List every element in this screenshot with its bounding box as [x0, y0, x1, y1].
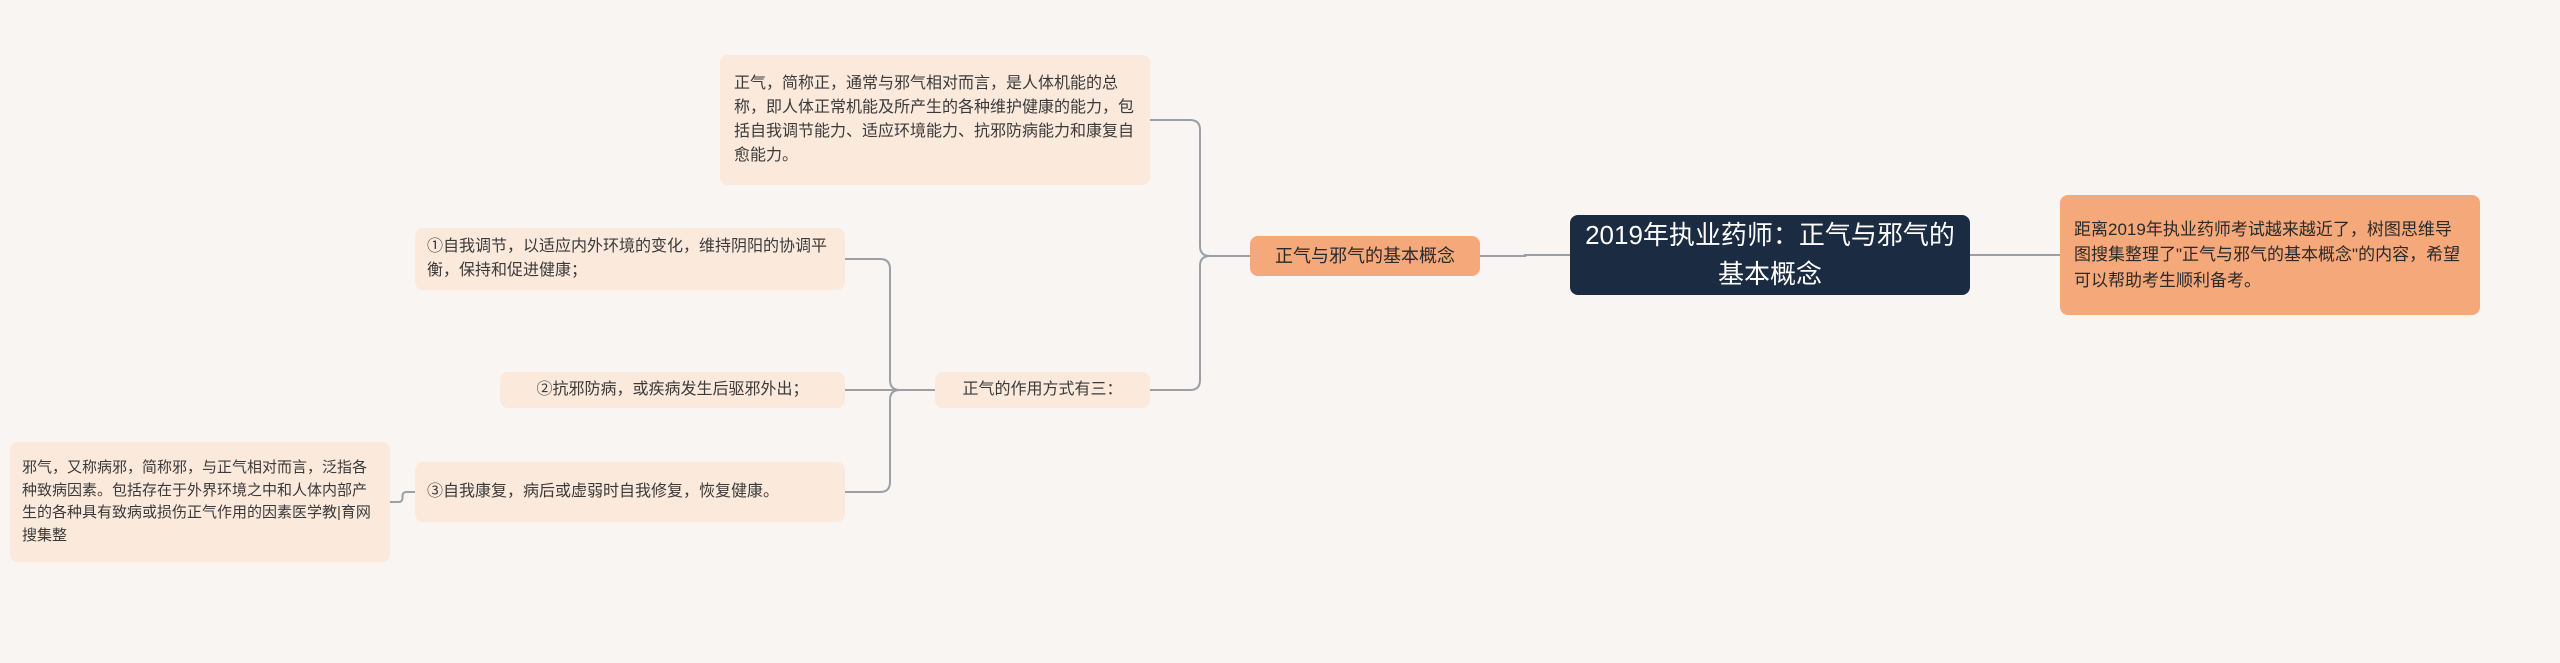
node-modes_hub: 正气的作用方式有三： [935, 372, 1150, 408]
edge-mode3-to-def_xieqi [390, 492, 415, 502]
edge-concept_hub-to-def_zhengqi [1150, 120, 1250, 256]
edge-modes_hub-to-mode1 [845, 259, 935, 390]
node-right_note: 距离2019年执业药师考试越来越近了，树图思维导图搜集整理了"正气与邪气的基本概… [2060, 195, 2480, 315]
node-def_zhengqi: 正气，简称正，通常与邪气相对而言，是人体机能的总称，即人体正常机能及所产生的各种… [720, 55, 1150, 185]
node-concept_hub: 正气与邪气的基本概念 [1250, 236, 1480, 276]
connector-layer [0, 0, 2560, 663]
node-root: 2019年执业药师：正气与邪气的基本概念 [1570, 215, 1970, 295]
edge-modes_hub-to-mode3 [845, 390, 935, 492]
edge-concept_hub-to-modes_hub [1150, 256, 1250, 390]
node-def_xieqi: 邪气，又称病邪，简称邪，与正气相对而言，泛指各种致病因素。包括存在于外界环境之中… [10, 442, 390, 562]
node-mode1: ①自我调节，以适应内外环境的变化，维持阴阳的协调平衡，保持和促进健康； [415, 228, 845, 290]
edge-root-to-concept_hub [1480, 254, 1570, 257]
node-mode2: ②抗邪防病，或疾病发生后驱邪外出； [500, 372, 845, 408]
node-mode3: ③自我康复，病后或虚弱时自我修复，恢复健康。 [415, 462, 845, 522]
